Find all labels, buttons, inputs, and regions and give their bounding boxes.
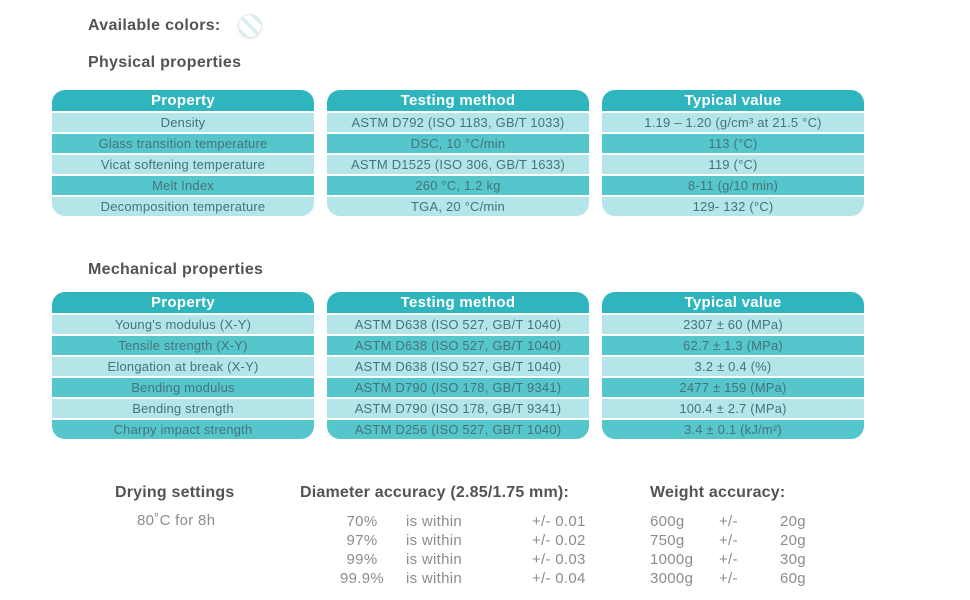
table-row: ASTM D792 (ISO 1183, GB/T 1033) bbox=[327, 113, 589, 132]
diameter-pct: 99.9% bbox=[339, 570, 385, 587]
plus-minus-label: +/- bbox=[719, 513, 738, 530]
mechanical-property-column: Property Young's modulus (X-Y) Tensile s… bbox=[52, 292, 314, 439]
weight-amount: 750g bbox=[650, 532, 685, 549]
table-row: Charpy impact strength bbox=[52, 420, 314, 439]
column-header-typical-value: Typical value bbox=[602, 90, 864, 111]
table-row: ASTM D638 (ISO 527, GB/T 1040) bbox=[327, 315, 589, 334]
column-header-property: Property bbox=[52, 90, 314, 111]
diameter-pct: 99% bbox=[346, 551, 378, 568]
table-row: Glass transition temperature bbox=[52, 134, 314, 153]
table-row: 2477 ± 159 (MPa) bbox=[602, 378, 864, 397]
diameter-accuracy-row: 99.9% is within +/- 0.04 bbox=[330, 569, 586, 588]
weight-tolerance: 30g bbox=[780, 551, 806, 568]
diameter-pct: 70% bbox=[346, 513, 378, 530]
diameter-tolerance: +/- 0.02 bbox=[532, 532, 586, 549]
diameter-pct: 97% bbox=[346, 532, 378, 549]
diameter-mid-label: is within bbox=[406, 532, 463, 549]
table-row: Melt Index bbox=[52, 176, 314, 195]
table-row: Vicat softening temperature bbox=[52, 155, 314, 174]
table-row: Bending modulus bbox=[52, 378, 314, 397]
table-row: 62.7 ± 1.3 (MPa) bbox=[602, 336, 864, 355]
table-row: ASTM D638 (ISO 527, GB/T 1040) bbox=[327, 336, 589, 355]
plus-minus-label: +/- bbox=[719, 570, 738, 587]
column-header-testing-method: Testing method bbox=[327, 292, 589, 313]
table-row: ASTM D638 (ISO 527, GB/T 1040) bbox=[327, 357, 589, 376]
drying-settings-value: 80˚C for 8h bbox=[137, 512, 216, 529]
diameter-accuracy-row: 97% is within +/- 0.02 bbox=[330, 531, 586, 550]
table-row: 8-11 (g/10 min) bbox=[602, 176, 864, 195]
diameter-accuracy-row: 99% is within +/- 0.03 bbox=[330, 550, 586, 569]
weight-accuracy-row: 3000g +/- 60g bbox=[650, 569, 806, 588]
mechanical-testing-method-column: Testing method ASTM D638 (ISO 527, GB/T … bbox=[327, 292, 589, 439]
diameter-tolerance: +/- 0.01 bbox=[532, 513, 586, 530]
table-row: 113 (°C) bbox=[602, 134, 864, 153]
column-header-property: Property bbox=[52, 292, 314, 313]
diameter-mid-label: is within bbox=[406, 570, 463, 587]
table-row: 129- 132 (°C) bbox=[602, 197, 864, 216]
weight-amount: 3000g bbox=[650, 570, 694, 587]
weight-tolerance: 20g bbox=[780, 513, 806, 530]
mechanical-typical-value-column: Typical value 2307 ± 60 (MPa) 62.7 ± 1.3… bbox=[602, 292, 864, 439]
diameter-mid-label: is within bbox=[406, 513, 463, 530]
diameter-mid-label: is within bbox=[406, 551, 463, 568]
table-row: 119 (°C) bbox=[602, 155, 864, 174]
table-row: 3.2 ± 0.4 (%) bbox=[602, 357, 864, 376]
table-row: ASTM D1525 (ISO 306, GB/T 1633) bbox=[327, 155, 589, 174]
table-row: Young's modulus (X-Y) bbox=[52, 315, 314, 334]
table-row: 100.4 ± 2.7 (MPa) bbox=[602, 399, 864, 418]
weight-accuracy-table: 600g +/- 20g 750g +/- 20g 1000g +/- 30g … bbox=[650, 512, 806, 588]
available-colors-label: Available colors: bbox=[88, 17, 221, 34]
table-row: Bending strength bbox=[52, 399, 314, 418]
plus-minus-label: +/- bbox=[719, 532, 738, 549]
diameter-tolerance: +/- 0.03 bbox=[532, 551, 586, 568]
table-row: Density bbox=[52, 113, 314, 132]
table-row: ASTM D256 (ISO 527, GB/T 1040) bbox=[327, 420, 589, 439]
natural-color-swatch-icon bbox=[238, 14, 262, 38]
physical-testing-method-column: Testing method ASTM D792 (ISO 1183, GB/T… bbox=[327, 90, 589, 216]
weight-tolerance: 20g bbox=[780, 532, 806, 549]
diameter-accuracy-heading: Diameter accuracy (2.85/1.75 mm): bbox=[300, 484, 569, 501]
diameter-accuracy-row: 70% is within +/- 0.01 bbox=[330, 512, 586, 531]
table-row: 1.19 – 1.20 (g/cm³ at 21.5 °C) bbox=[602, 113, 864, 132]
weight-accuracy-row: 1000g +/- 30g bbox=[650, 550, 806, 569]
weight-amount: 1000g bbox=[650, 551, 694, 568]
column-header-typical-value: Typical value bbox=[602, 292, 864, 313]
table-row: DSC, 10 °C/min bbox=[327, 134, 589, 153]
table-row: TGA, 20 °C/min bbox=[327, 197, 589, 216]
table-row: 260 °C, 1.2 kg bbox=[327, 176, 589, 195]
physical-typical-value-column: Typical value 1.19 – 1.20 (g/cm³ at 21.5… bbox=[602, 90, 864, 216]
table-row: ASTM D790 (ISO 178, GB/T 9341) bbox=[327, 399, 589, 418]
weight-accuracy-row: 750g +/- 20g bbox=[650, 531, 806, 550]
diameter-tolerance: +/- 0.04 bbox=[532, 570, 586, 587]
mechanical-properties-heading: Mechanical properties bbox=[88, 261, 264, 278]
physical-properties-heading: Physical properties bbox=[88, 54, 242, 71]
plus-minus-label: +/- bbox=[719, 551, 738, 568]
table-row: 2307 ± 60 (MPa) bbox=[602, 315, 864, 334]
diameter-accuracy-table: 70% is within +/- 0.01 97% is within +/-… bbox=[330, 512, 586, 588]
table-row: ASTM D790 (ISO 178, GB/T 9341) bbox=[327, 378, 589, 397]
drying-settings-heading: Drying settings bbox=[115, 484, 235, 501]
weight-accuracy-row: 600g +/- 20g bbox=[650, 512, 806, 531]
column-header-testing-method: Testing method bbox=[327, 90, 589, 111]
table-row: 3.4 ± 0.1 (kJ/m²) bbox=[602, 420, 864, 439]
table-row: Decomposition temperature bbox=[52, 197, 314, 216]
physical-property-column: Property Density Glass transition temper… bbox=[52, 90, 314, 216]
table-row: Tensile strength (X-Y) bbox=[52, 336, 314, 355]
weight-amount: 600g bbox=[650, 513, 685, 530]
weight-tolerance: 60g bbox=[780, 570, 806, 587]
weight-accuracy-heading: Weight accuracy: bbox=[650, 484, 786, 501]
table-row: Elongation at break (X-Y) bbox=[52, 357, 314, 376]
